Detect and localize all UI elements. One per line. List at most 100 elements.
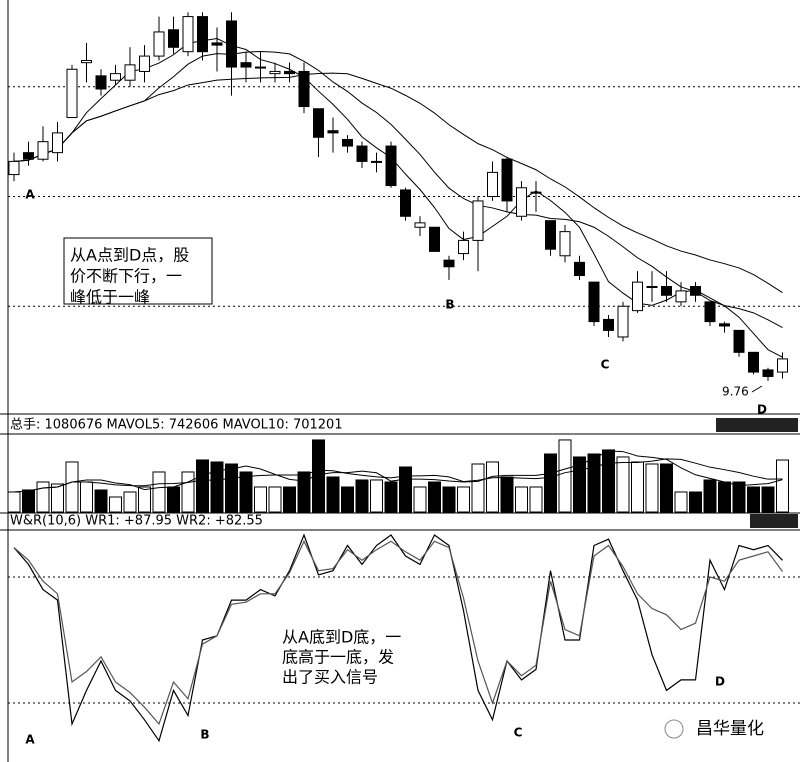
candle-body <box>632 281 643 312</box>
volume-bar <box>776 459 789 513</box>
point-label: A <box>25 733 35 747</box>
note-box <box>63 237 213 305</box>
candle-body <box>269 70 281 75</box>
volume-bar <box>355 479 369 513</box>
ma-line <box>13 72 783 294</box>
volume-bar <box>297 471 311 513</box>
point-label: D <box>757 403 767 417</box>
volume-bar <box>225 463 238 513</box>
candle-body <box>240 62 252 68</box>
candle-body <box>646 286 658 288</box>
point-label: D <box>715 675 725 689</box>
note-text: 出了买入信号 <box>282 668 378 687</box>
candle-body <box>530 191 542 194</box>
volume-bar <box>370 479 383 513</box>
watermark-box <box>652 712 790 746</box>
volume-header: 总手: 1080676 MAVOL5: 742606 MAVOL10: 7012… <box>10 418 343 433</box>
volume-bar <box>544 453 557 513</box>
candle-body <box>284 70 295 75</box>
note-text: 价不断下行，一 <box>70 267 182 286</box>
note-text: 从A底到D底，一 <box>282 628 401 647</box>
candle-body <box>8 160 20 176</box>
candle-body <box>603 318 614 331</box>
candle-body <box>139 55 150 72</box>
candle-body <box>545 220 556 250</box>
candle-body <box>385 145 397 187</box>
volume-bar <box>674 491 688 513</box>
wr-line <box>13 533 783 743</box>
volume-bar <box>471 463 485 513</box>
note-text: 底高于一底，发 <box>282 648 394 667</box>
point-label: B <box>200 728 209 742</box>
watermark-text: 昌华量化 <box>696 719 764 739</box>
volume-bar <box>616 456 630 513</box>
volume-bar <box>94 489 108 513</box>
candle-body <box>443 259 455 268</box>
volume-bar <box>196 459 209 513</box>
candle-body <box>124 64 136 81</box>
volume-bar <box>167 486 180 513</box>
volume-bar <box>500 476 514 513</box>
candle-body <box>197 16 208 53</box>
candle-body <box>617 305 629 338</box>
candle-body <box>400 189 411 217</box>
low-label: 9.76 <box>722 385 749 399</box>
candle-body <box>559 231 571 257</box>
candle-body <box>356 145 368 162</box>
candle-body <box>37 141 49 160</box>
candle-body <box>487 171 498 198</box>
low-arrow <box>751 385 763 393</box>
candle-body <box>748 351 759 373</box>
candle-body <box>81 59 92 64</box>
volume-bar <box>703 479 717 513</box>
volume-bar <box>65 461 79 513</box>
mavol-line <box>13 450 783 493</box>
candle-body <box>298 70 310 108</box>
volume-bar <box>529 486 543 513</box>
wr-header: W&R(10,6) WR1: +87.95 WR2: +82.55 <box>10 514 263 529</box>
watermark: 昌华量化 <box>652 712 790 746</box>
candle-body <box>588 281 600 323</box>
volume-bar <box>123 491 137 513</box>
mavol-line <box>13 458 783 493</box>
volume-bar <box>51 483 64 513</box>
candle-body <box>182 16 194 53</box>
volume-bar <box>239 471 253 513</box>
volume-bar <box>413 486 427 513</box>
candle-body <box>153 31 165 57</box>
candle-body <box>516 187 527 217</box>
candle-body <box>574 261 585 277</box>
volume-bar <box>587 453 601 513</box>
candle-body <box>23 152 34 160</box>
volume-bar <box>36 481 50 513</box>
candle-body <box>342 138 353 147</box>
candle-body <box>414 222 426 228</box>
candle-body <box>458 239 469 255</box>
volume-bar <box>645 463 659 513</box>
note-text: 从A点到D点，股 <box>70 246 189 265</box>
point-label: A <box>25 188 35 202</box>
volume-bar <box>689 491 702 513</box>
watermark-icon <box>664 719 684 739</box>
candle-body <box>762 369 774 377</box>
candle-body <box>95 75 107 90</box>
volume-bar <box>515 486 528 513</box>
volume-bar <box>254 486 267 513</box>
toolbar-box <box>716 418 798 432</box>
candle-body <box>733 329 745 353</box>
volume-bar <box>181 471 195 513</box>
volume-bar <box>152 471 166 513</box>
volume-bar <box>384 481 398 513</box>
volume-bar <box>7 491 21 513</box>
point-label: C <box>514 726 523 740</box>
volume-bar <box>341 486 354 513</box>
candle-body <box>472 200 484 241</box>
candle-body <box>168 29 179 48</box>
candle-body <box>777 358 788 373</box>
volume-bar <box>428 481 441 513</box>
volume-bar <box>442 486 456 513</box>
volume-bar <box>747 486 760 513</box>
candle-body <box>110 73 121 81</box>
candle-body <box>211 42 223 46</box>
